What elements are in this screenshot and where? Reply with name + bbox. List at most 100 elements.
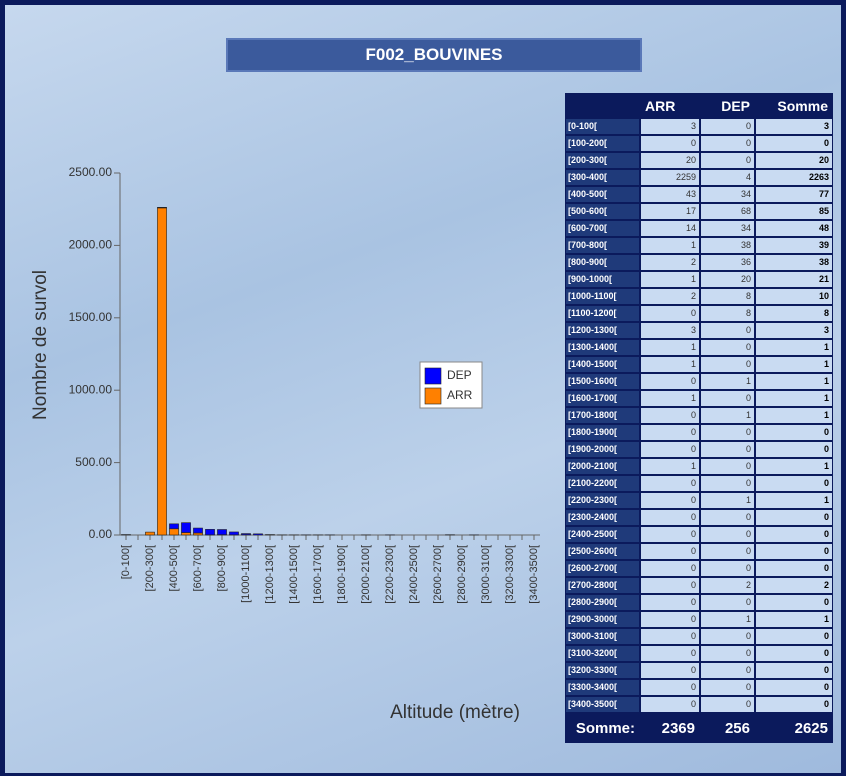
table-cell: 0	[700, 509, 755, 526]
row-label: [3300-3400[	[565, 679, 640, 696]
table-cell: 2259	[640, 169, 700, 186]
header-cell: Somme	[755, 93, 833, 118]
header-cell: ARR	[640, 93, 700, 118]
table-cell: 0	[755, 509, 833, 526]
x-tick-label: [1200-1300[	[264, 545, 276, 604]
table-cell: 0	[640, 373, 700, 390]
table-cell: 0	[640, 526, 700, 543]
x-tick-label: [2000-2100[	[360, 545, 372, 604]
table-cell: 0	[640, 543, 700, 560]
row-label: [700-800[	[565, 237, 640, 254]
table-cell: 8	[700, 305, 755, 322]
x-tick-label: [1800-1900[	[336, 545, 348, 604]
table-cell: 0	[700, 152, 755, 169]
y-tick-label: 0.00	[89, 527, 113, 541]
table-cell: 1	[640, 271, 700, 288]
table-cell: 0	[640, 407, 700, 424]
table-cell: 1	[755, 373, 833, 390]
x-tick-label: [3200-3300[	[504, 545, 516, 604]
x-tick-label: [3400-3500[	[528, 545, 540, 604]
table-cell: 4	[700, 169, 755, 186]
table-cell: 0	[640, 611, 700, 628]
bar	[169, 524, 178, 529]
bar	[241, 534, 250, 535]
row-label: [2900-3000[	[565, 611, 640, 628]
table-cell: 0	[640, 424, 700, 441]
row-label: [400-500[	[565, 186, 640, 203]
row-label: [200-300[	[565, 152, 640, 169]
table-cell: 77	[755, 186, 833, 203]
table-cell: 36	[700, 254, 755, 271]
table-cell: 0	[700, 645, 755, 662]
bar	[157, 208, 166, 535]
table-cell: 0	[700, 594, 755, 611]
table-cell: 0	[700, 390, 755, 407]
table-cell: 0	[755, 560, 833, 577]
row-label: [2800-2900[	[565, 594, 640, 611]
row-label: [3400-3500[	[565, 696, 640, 713]
footer-cell: 2369	[640, 713, 700, 743]
table-cell: 14	[640, 220, 700, 237]
table-cell: 2	[755, 577, 833, 594]
table-cell: 1	[640, 339, 700, 356]
row-label: [3000-3100[	[565, 628, 640, 645]
x-tick-label: [800-900[	[216, 545, 228, 591]
x-tick-label: [600-700[	[192, 545, 204, 591]
row-label: [1800-1900[	[565, 424, 640, 441]
row-label: [1600-1700[	[565, 390, 640, 407]
row-label: [2500-2600[	[565, 543, 640, 560]
y-tick-label: 2000.00	[69, 238, 113, 252]
table-cell: 21	[755, 271, 833, 288]
table-cell: 1	[700, 407, 755, 424]
table-cell: 2263	[755, 169, 833, 186]
legend-label: DEP	[447, 368, 472, 382]
row-label: [100-200[	[565, 135, 640, 152]
table-cell: 8	[700, 288, 755, 305]
table-cell: 0	[755, 543, 833, 560]
table-cell: 1	[640, 458, 700, 475]
table-cell: 43	[640, 186, 700, 203]
row-label: [1700-1800[	[565, 407, 640, 424]
table-cell: 0	[640, 645, 700, 662]
table-cell: 1	[755, 458, 833, 475]
table-cell: 0	[700, 560, 755, 577]
bar	[217, 529, 226, 534]
y-tick-label: 1000.00	[69, 382, 113, 396]
table-cell: 0	[640, 135, 700, 152]
table-cell: 0	[755, 475, 833, 492]
table-cell: 0	[755, 594, 833, 611]
table-cell: 0	[700, 356, 755, 373]
bar	[157, 207, 166, 208]
table-cell: 0	[700, 543, 755, 560]
bar	[169, 529, 178, 535]
table-cell: 1	[640, 237, 700, 254]
table-cell: 0	[755, 645, 833, 662]
table-cell: 3	[755, 322, 833, 339]
table-cell: 68	[700, 203, 755, 220]
row-label: [1900-2000[	[565, 441, 640, 458]
table-cell: 39	[755, 237, 833, 254]
table-cell: 0	[640, 594, 700, 611]
table-cell: 0	[700, 322, 755, 339]
row-label: [1400-1500[	[565, 356, 640, 373]
table-cell: 1	[700, 492, 755, 509]
table-cell: 0	[700, 135, 755, 152]
table-cell: 0	[640, 509, 700, 526]
table-cell: 0	[755, 679, 833, 696]
table-cell: 1	[755, 492, 833, 509]
table-cell: 20	[700, 271, 755, 288]
table-cell: 38	[755, 254, 833, 271]
header-cell: DEP	[700, 93, 755, 118]
legend-label: ARR	[447, 388, 473, 402]
legend-swatch	[425, 388, 441, 404]
bar	[181, 523, 190, 533]
table-cell: 2	[700, 577, 755, 594]
row-label: [1300-1400[	[565, 339, 640, 356]
row-label: [800-900[	[565, 254, 640, 271]
y-tick-label: 2500.00	[69, 165, 113, 179]
table-cell: 20	[640, 152, 700, 169]
table-cell: 0	[755, 135, 833, 152]
table-cell: 1	[640, 356, 700, 373]
row-label: [2300-2400[	[565, 509, 640, 526]
x-tick-label: [1000-1100[	[240, 545, 252, 603]
